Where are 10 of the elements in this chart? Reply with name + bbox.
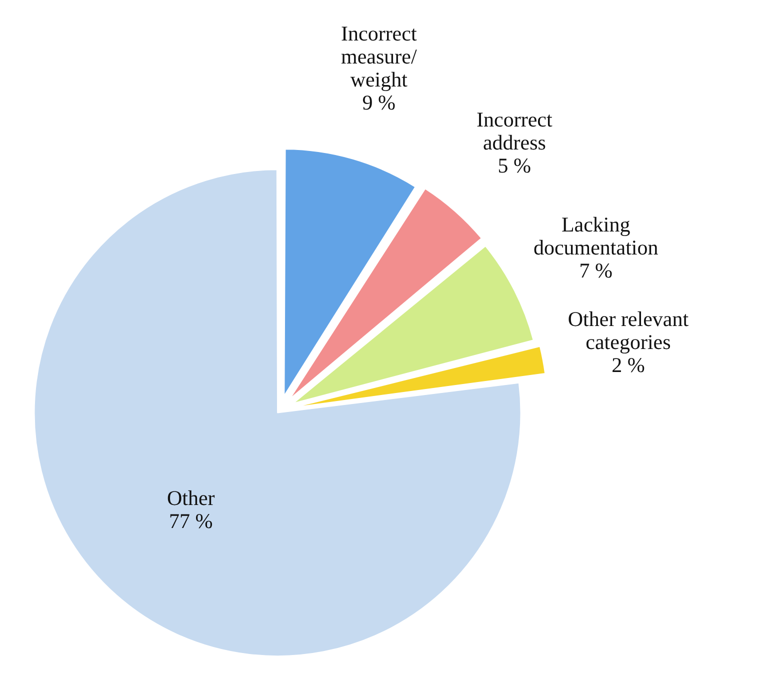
data-label: 7 %	[579, 258, 612, 283]
slice-label: Other relevant categories	[568, 307, 689, 354]
slice-label: Lacking documentation	[533, 212, 659, 260]
data-label: 77 %	[169, 509, 213, 534]
data-label: 5 %	[498, 154, 532, 178]
slice-label: Other	[166, 486, 215, 510]
slice-label: Incorrect address	[476, 108, 552, 155]
data-label: 9 %	[362, 90, 396, 115]
slice-label: Incorrect measure/weight	[341, 22, 417, 92]
data-label: 2 %	[612, 353, 645, 378]
